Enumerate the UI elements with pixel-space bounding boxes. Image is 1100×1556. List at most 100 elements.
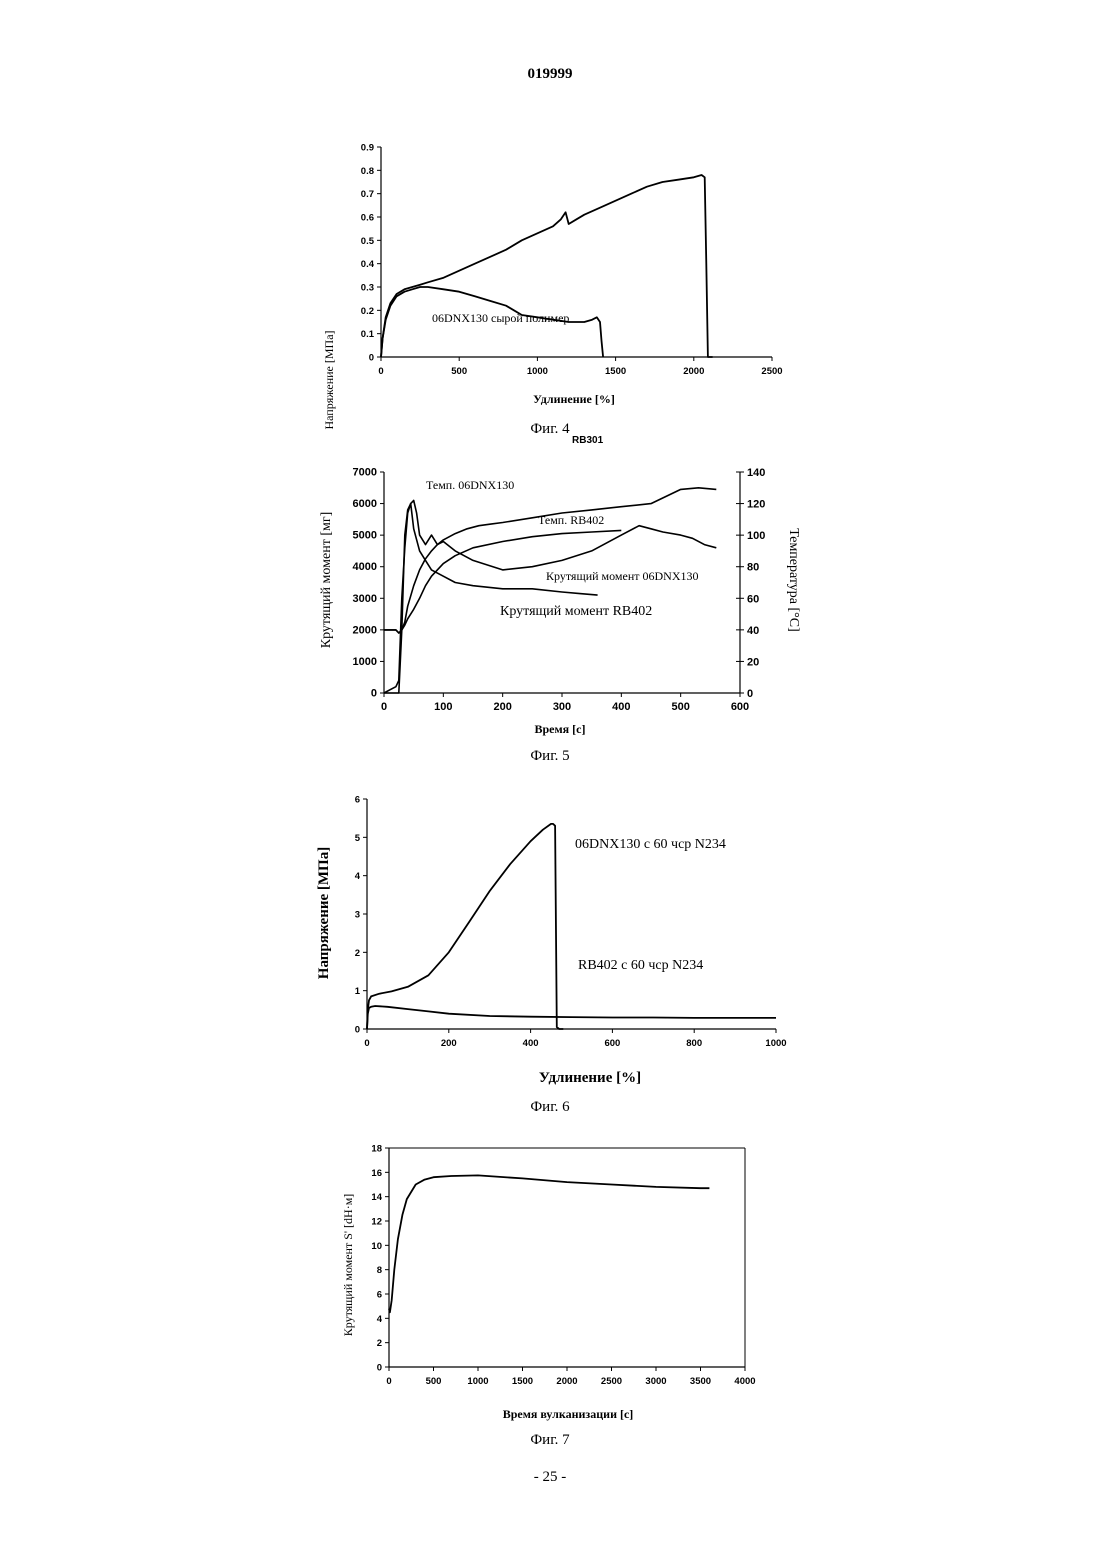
x-tick-label: 300 — [553, 701, 571, 713]
chart-fig6: 012345602004006008001000 06DNX130 с 60 ч… — [0, 785, 1100, 1115]
y-tick-label: 0.9 — [361, 143, 374, 154]
x-tick-label: 2000 — [556, 1376, 577, 1387]
x-tick-label: 800 — [686, 1038, 702, 1049]
y-tick-label: 2 — [355, 948, 360, 959]
x-tick-label: 200 — [441, 1038, 457, 1049]
series-label-06dnx130-raw: 06DNX130 сырой полимер — [432, 311, 569, 325]
y-tick-label: 6 — [377, 1290, 382, 1301]
y-tick-label: 0 — [371, 688, 377, 700]
figure-caption: Фиг. 7 — [530, 1432, 570, 1448]
series-label-temp-06dnx130: Темп. 06DNX130 — [426, 478, 514, 492]
x-tick-label: 0 — [381, 701, 387, 713]
y-tick-label: 18 — [371, 1144, 382, 1155]
x-tick-label: 2000 — [683, 366, 704, 377]
x-tick-label: 200 — [493, 701, 511, 713]
y-tick-label: 4 — [377, 1314, 383, 1325]
figure-caption: Фиг. 5 — [530, 748, 569, 764]
x-axis-label: Время [с] — [535, 722, 586, 736]
y2-tick-label: 80 — [747, 562, 759, 574]
y-tick-label: 6000 — [353, 498, 377, 510]
y-tick-label: 1000 — [353, 656, 377, 668]
y-tick-label: 0 — [369, 353, 374, 364]
y2-tick-label: 100 — [747, 530, 765, 542]
y-tick-label: 0.1 — [361, 329, 375, 340]
y2-axis-label: Температура [°С] — [786, 528, 801, 632]
y2-tick-label: 140 — [747, 467, 765, 479]
y-tick-label: 3 — [355, 910, 360, 921]
y-tick-label: 16 — [371, 1168, 382, 1179]
x-ticks: 0 100 200 300 400 500 600 — [381, 693, 749, 713]
page-footer: - 25 - — [0, 1469, 1100, 1486]
series-layer — [381, 175, 713, 357]
x-tick-label: 3000 — [645, 1376, 666, 1387]
series-line-0 — [389, 1175, 709, 1312]
x-tick-label: 1500 — [512, 1376, 533, 1387]
y-ticks: 01000200030004000500060007000 — [353, 467, 384, 700]
x-axis-label: Удлинение [%] — [539, 1070, 641, 1086]
x-tick-label: 1500 — [605, 366, 626, 377]
x-tick-label: 3500 — [690, 1376, 711, 1387]
y2-tick-label: 120 — [747, 499, 765, 511]
series-label-rb402-n234: RB402 с 60 чср N234 — [578, 958, 703, 973]
x-axis-label: Удлинение [%] — [533, 392, 615, 406]
y-tick-label: 0.7 — [361, 189, 374, 200]
y-tick-label: 0 — [377, 1363, 382, 1374]
y-tick-label: 2000 — [353, 624, 377, 636]
series-line-1 — [367, 1006, 776, 1029]
y-ticks: 00.10.20.30.40.50.60.70.80.9 — [361, 143, 381, 364]
series-label-torque-rb402: Крутящий момент RB402 — [500, 604, 652, 619]
y-axis-label: Крутящий момент S' [dH·м] — [341, 1194, 355, 1337]
y2-tick-label: 40 — [747, 625, 759, 637]
x-tick-label: 0 — [386, 1376, 391, 1387]
axes — [389, 1148, 745, 1367]
y-tick-label: 12 — [371, 1217, 382, 1228]
y-tick-label: 7000 — [353, 467, 377, 479]
y-tick-label: 2 — [377, 1338, 382, 1349]
x-tick-label: 2500 — [761, 366, 782, 377]
y-tick-label: 4 — [355, 871, 361, 882]
y-tick-label: 6 — [355, 795, 360, 806]
y-ticks: 024681012141618 — [371, 1144, 389, 1374]
figure-caption: Фиг. 4 — [530, 421, 570, 437]
x-tick-label: 400 — [523, 1038, 539, 1049]
page-number: 019999 — [0, 66, 1100, 83]
y-tick-label: 0.3 — [361, 283, 374, 294]
y-tick-label: 0.8 — [361, 166, 374, 177]
y-axis-label: Напряжение [МПа] — [322, 330, 336, 429]
x-ticks: 0 200 400 600 800 1000 — [364, 1029, 786, 1049]
y-tick-label: 0.5 — [361, 236, 375, 247]
y-tick-label: 10 — [371, 1241, 382, 1252]
x-tick-label: 400 — [612, 701, 630, 713]
x-tick-label: 500 — [426, 1376, 442, 1387]
y-tick-label: 1 — [355, 986, 361, 997]
x-tick-label: 600 — [731, 701, 749, 713]
x-tick-label: 1000 — [765, 1038, 786, 1049]
chart-fig5: 0100020003000400050006000700002040608010… — [0, 455, 1100, 775]
axes — [381, 147, 772, 357]
x-tick-label: 500 — [671, 701, 689, 713]
chart-fig7: 0246810121416180500100015002000250030003… — [0, 1140, 1100, 1450]
series-label-torque-06dnx130: Крутящий момент 06DNX130 — [546, 569, 698, 583]
y-tick-label: 0 — [355, 1025, 360, 1036]
y-tick-label: 5 — [355, 833, 361, 844]
y-tick-label: 0.6 — [361, 213, 374, 224]
x-tick-label: 1000 — [527, 366, 548, 377]
x-tick-label: 0 — [378, 366, 383, 377]
x-tick-label: 2500 — [601, 1376, 622, 1387]
x-tick-label: 100 — [434, 701, 452, 713]
figure-caption: Фиг. 6 — [530, 1099, 570, 1115]
x-ticks: 05001000150020002500300035004000 — [386, 1367, 755, 1387]
y-axis-label: Напряжение [МПа] — [316, 847, 332, 979]
y-axis-label: Крутящий момент [мг] — [319, 512, 334, 649]
y2-tick-label: 60 — [747, 593, 759, 605]
series-label-rb301: RB301 — [572, 435, 604, 446]
series-line-0 — [381, 175, 713, 357]
y2-tick-label: 20 — [747, 656, 759, 668]
x-tick-label: 600 — [604, 1038, 620, 1049]
y-ticks: 0 1 2 3 4 5 6 — [355, 795, 367, 1036]
series-line-3 — [384, 504, 598, 693]
x-tick-label: 500 — [451, 366, 467, 377]
chart-fig4: 00.10.20.30.40.50.60.70.80.9050010001500… — [0, 130, 1100, 450]
x-tick-label: 0 — [364, 1038, 369, 1049]
series-line-0 — [367, 824, 563, 1029]
